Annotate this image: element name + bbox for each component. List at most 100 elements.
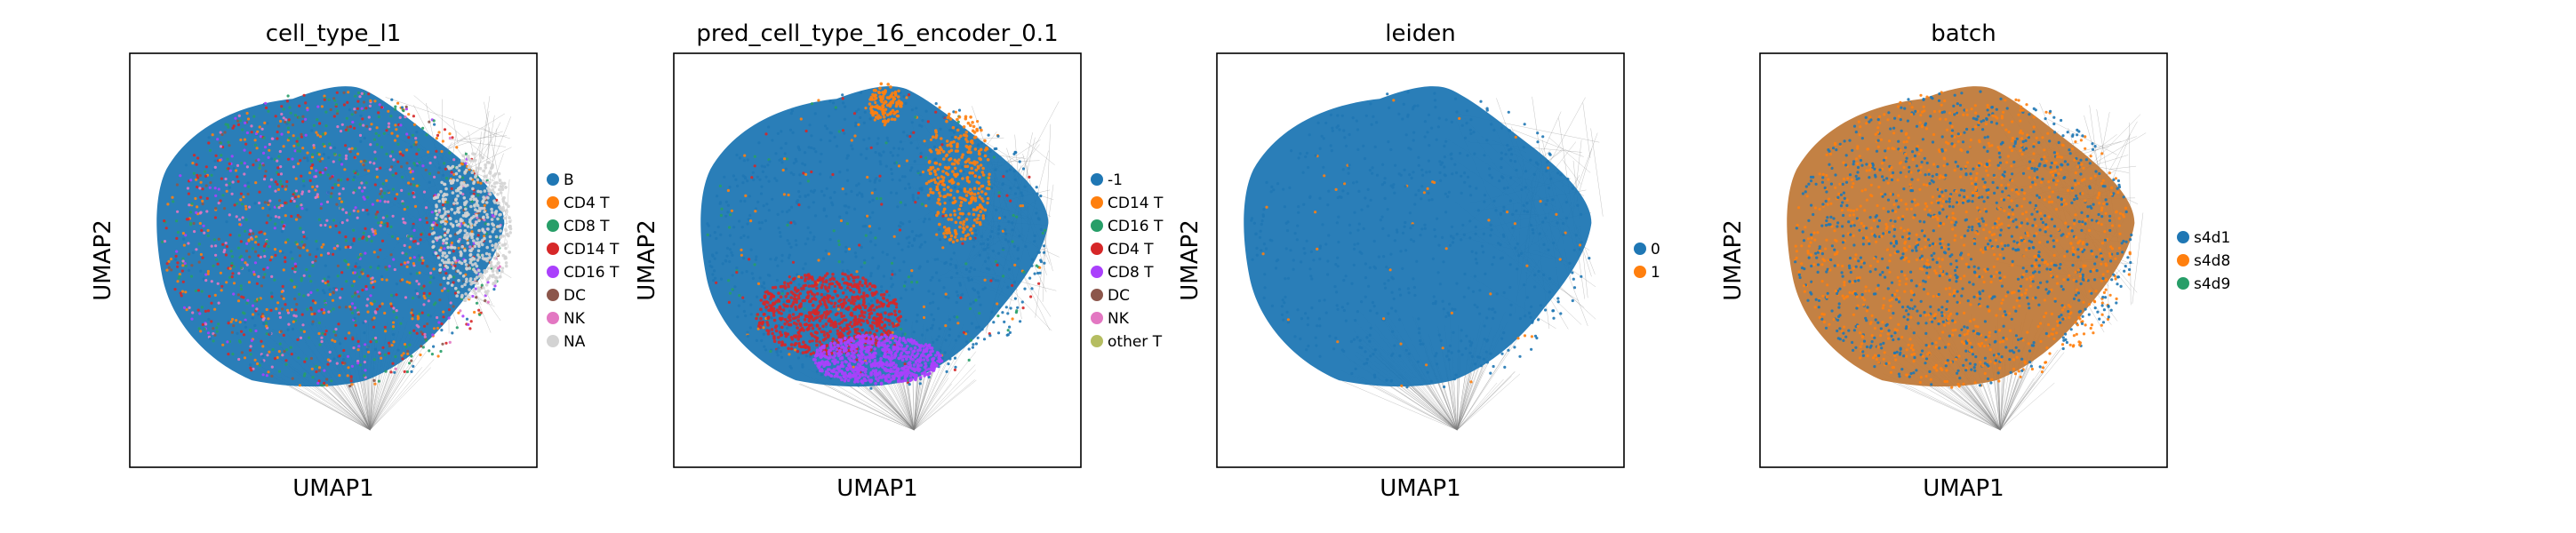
cell-point <box>308 274 311 278</box>
cell-point <box>508 231 512 235</box>
cell-point <box>711 273 715 276</box>
cell-point <box>300 240 304 243</box>
cell-point <box>852 375 855 378</box>
cell-point <box>891 178 894 181</box>
cell-point <box>456 269 460 273</box>
cell-point <box>901 332 905 336</box>
cell-point <box>876 355 880 359</box>
cell-point <box>286 94 290 98</box>
cell-point <box>502 216 507 220</box>
cell-point <box>892 377 896 381</box>
cell-point <box>864 234 868 237</box>
cell-point <box>246 181 250 185</box>
cell-point <box>782 300 786 304</box>
cell-point <box>311 185 315 188</box>
cell-point <box>453 291 458 295</box>
cell-point <box>868 282 872 286</box>
cell-point <box>252 163 255 167</box>
cell-point <box>475 271 478 274</box>
cell-point <box>441 342 444 346</box>
cell-point <box>900 344 904 347</box>
cell-point <box>884 354 888 359</box>
cell-point <box>997 306 1001 309</box>
cell-point <box>949 258 953 261</box>
cell-point <box>194 196 197 201</box>
cell-point <box>836 282 841 286</box>
cell-point <box>279 165 283 169</box>
cell-point <box>918 245 922 249</box>
cell-point <box>869 311 874 315</box>
cell-point <box>491 163 494 167</box>
cell-point <box>807 284 811 288</box>
cell-point <box>253 202 257 205</box>
cell-point <box>776 354 780 357</box>
cell-point <box>285 348 289 352</box>
cell-point <box>776 212 780 216</box>
cell-point <box>981 166 985 171</box>
cell-point <box>297 215 300 219</box>
cell-point <box>772 311 776 314</box>
cell-point <box>460 244 464 249</box>
cell-point <box>385 179 388 182</box>
cell-point <box>224 242 228 245</box>
cell-point <box>269 308 273 312</box>
cell-point <box>284 118 288 122</box>
cell-point <box>788 364 792 369</box>
cell-point <box>225 281 228 284</box>
cell-point <box>496 217 500 221</box>
cell-point <box>376 211 380 214</box>
cell-point <box>305 357 308 361</box>
cell-point <box>253 358 257 362</box>
cell-point <box>412 364 415 368</box>
cell-point <box>716 225 720 229</box>
cell-point <box>311 376 315 379</box>
cell-point <box>857 317 860 322</box>
cell-point <box>388 341 391 345</box>
cell-point <box>290 214 293 219</box>
cell-point <box>940 143 944 147</box>
cell-point <box>385 129 388 132</box>
cell-point <box>715 236 718 240</box>
cell-point <box>808 354 812 358</box>
cell-point <box>828 196 832 200</box>
cell-point <box>319 173 323 177</box>
cell-point <box>753 164 756 168</box>
cell-point <box>473 204 476 208</box>
cell-point <box>758 227 762 231</box>
cell-point <box>292 285 296 289</box>
cell-point <box>786 223 789 227</box>
cell-point <box>293 297 297 301</box>
cell-point <box>452 275 456 279</box>
cell-point <box>954 110 957 114</box>
cell-point <box>813 112 817 115</box>
cell-point <box>312 144 316 147</box>
cell-point <box>351 120 355 124</box>
cell-point <box>897 347 900 351</box>
cell-point <box>455 242 459 245</box>
cell-point <box>806 237 810 241</box>
cell-point <box>759 192 764 195</box>
cell-point <box>997 191 1001 195</box>
cell-point <box>809 352 813 356</box>
cell-point <box>822 333 827 338</box>
cell-point <box>893 273 897 276</box>
cell-point <box>316 381 320 385</box>
cell-point <box>493 281 498 285</box>
cell-point <box>480 243 484 247</box>
cell-point <box>263 146 268 149</box>
cell-point <box>396 348 400 352</box>
cell-point <box>380 106 384 109</box>
cell-point <box>190 202 194 205</box>
cell-point <box>454 171 459 176</box>
cell-point <box>880 285 884 289</box>
cell-point <box>940 356 944 360</box>
cell-point <box>237 234 241 237</box>
cell-point <box>221 194 225 197</box>
cell-point <box>210 301 213 305</box>
cell-point <box>278 149 282 154</box>
cell-point <box>446 210 451 214</box>
cell-point <box>441 254 444 258</box>
cell-point <box>221 243 225 246</box>
cell-point <box>833 135 836 139</box>
cell-point <box>860 245 863 249</box>
